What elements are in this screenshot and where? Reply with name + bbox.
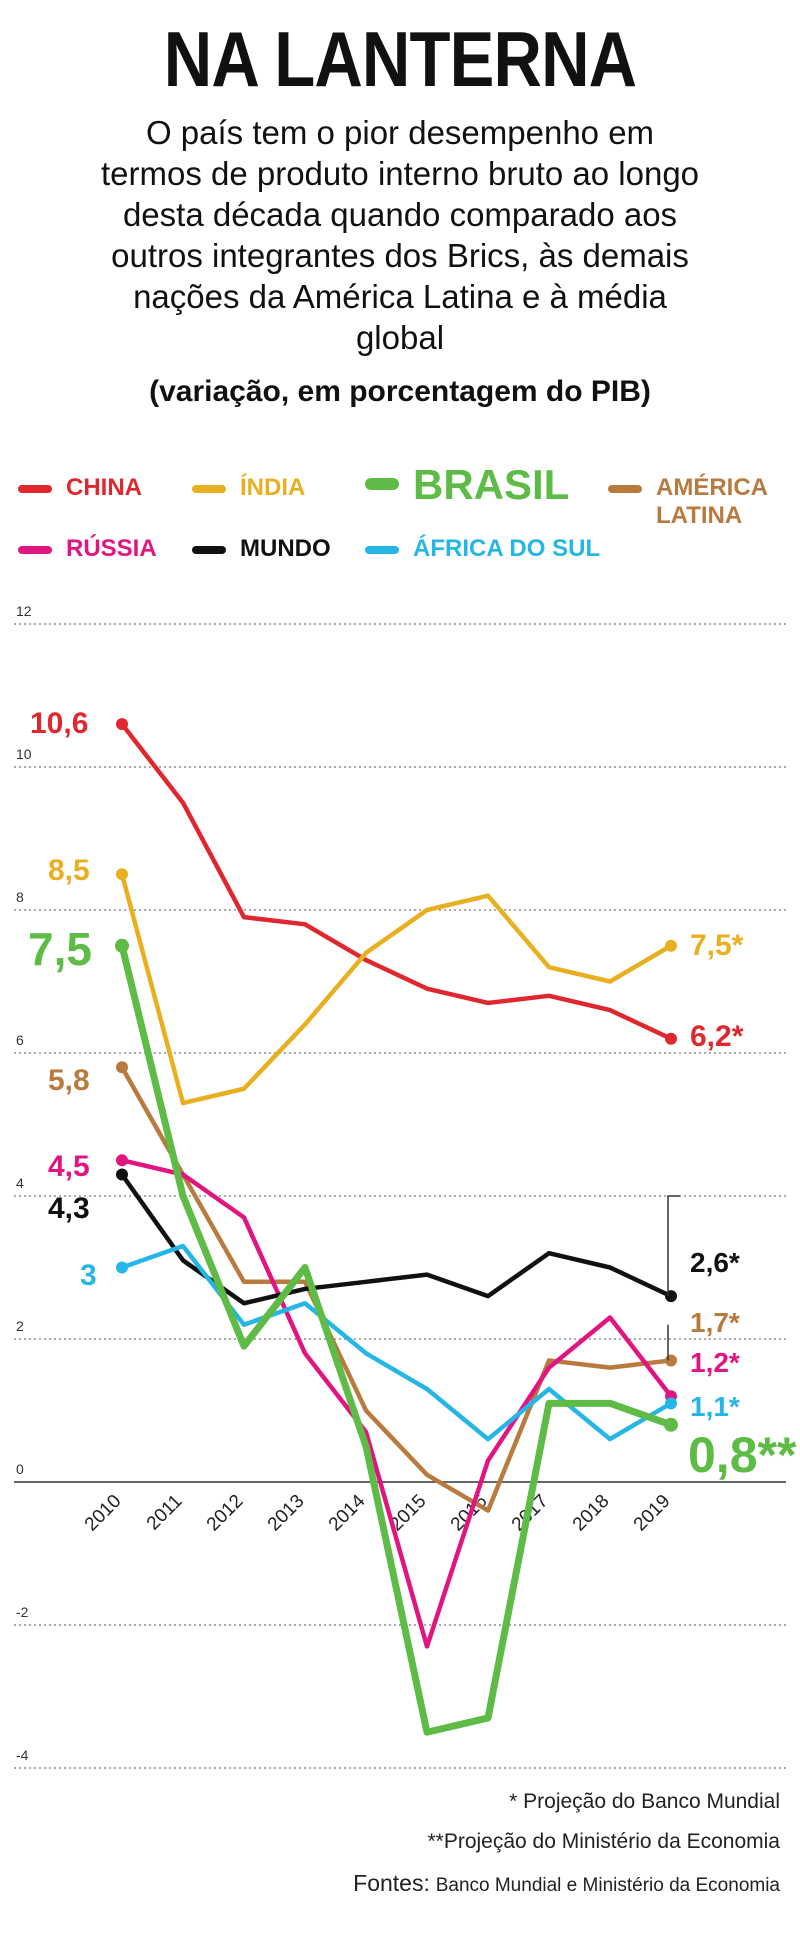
sources-line: Fontes: Banco Mundial e Ministério da Ec… [353,1870,780,1897]
legend-swatch-mundo [192,546,226,554]
legend-swatch-america-latina [608,485,642,493]
bracket-mundo [667,1195,680,1297]
end-label-china: 6,2* [690,1020,744,1053]
end-label-mundo: 2,6* [690,1247,740,1278]
sources-text: Banco Mundial e Ministério da Economia [435,1875,780,1896]
x-tick-label: 2016 [447,1491,492,1536]
x-tick-label: 2011 [143,1491,187,1535]
legend-item-china: CHINA [18,474,142,502]
start-label-america-latina: 5,8 [48,1064,90,1097]
legend-item-india: ÍNDIA [192,474,305,502]
end-label-india: 7,5* [690,929,744,962]
end-label-russia: 1,2* [690,1347,740,1378]
marker-end-russia [665,1390,677,1403]
start-label-brasil: 7,5 [28,923,92,975]
legend-label-africa-do-sul: ÁFRICA DO SUL [413,535,601,562]
series-line-africa-do-sul [119,1243,674,1442]
x-tick-label: 2015 [386,1491,431,1536]
legend-item-russia: RÚSSIA [18,535,157,563]
series-line-china [119,721,674,1041]
x-tick-label: 2018 [569,1491,614,1536]
marker-start-china [116,718,128,731]
x-tick-label: 2014 [325,1490,370,1535]
marker-start-africa-do-sul [116,1261,128,1274]
unit-label: (variação, em porcentagem do PIB) [149,375,651,408]
marker-start-russia [116,1154,128,1167]
legend-swatch-brasil [365,478,399,490]
end-label-america-latina: 1,7* [690,1307,740,1338]
x-tick-label: 2013 [264,1491,309,1536]
legend-label-russia: RÚSSIA [66,535,157,562]
chart-title: NA LANTERNA [163,15,637,103]
series-line-india [119,872,674,1106]
start-label-mundo: 4,3 [48,1192,90,1225]
marker-end-america-latina [665,1354,677,1367]
legend-label-america-latina: AMÉRICA LATINA [656,474,768,529]
legend-label-india: ÍNDIA [240,474,306,501]
marker-end-india [665,939,677,952]
y-tick-label: -4 [16,1747,29,1763]
y-tick-label: 0 [16,1461,24,1477]
end-label-brasil: 0,8** [688,1427,797,1483]
legend-label-china: CHINA [66,474,142,501]
marker-end-africa-do-sul [665,1397,677,1410]
marker-end-china [665,1032,677,1045]
series-line-russia [119,1158,674,1649]
y-tick-label: 6 [16,1032,24,1048]
start-label-china: 10,6 [30,707,88,740]
legend-swatch-russia [18,546,52,554]
marker-start-america-latina [116,1061,128,1074]
series-line-mundo [119,1172,674,1306]
legend-item-africa-do-sul: ÁFRICA DO SUL [365,535,600,563]
y-tick-label: -2 [16,1604,29,1620]
marker-end-mundo [665,1290,677,1303]
start-label-india: 8,5 [48,854,90,887]
legend-item-mundo: MUNDO [192,535,331,563]
end-label-africa-do-sul: 1,1* [690,1391,740,1422]
marker-end-brasil [664,1417,678,1432]
legend-swatch-africa-do-sul [365,546,399,554]
start-label-africa-do-sul: 3 [80,1259,97,1292]
marker-start-mundo [116,1168,128,1181]
legend-label-brasil: BRASIL [413,461,570,508]
y-tick-label: 4 [16,1175,24,1191]
legend-label-mundo: MUNDO [240,535,331,562]
x-tick-label: 2012 [203,1491,248,1536]
legend-item-america-latina: AMÉRICA LATINA [608,474,796,530]
series-line-brasil [118,942,675,1736]
legend-swatch-china [18,485,52,493]
x-tick-label: 2017 [508,1491,553,1536]
series-line-america-latina [119,1065,674,1513]
footnote-ministerio: **Projeção do Ministério da Economia [427,1830,780,1853]
x-tick-label: 2019 [630,1491,675,1536]
legend-item-brasil: BRASIL [365,461,570,508]
chart-subtitle: O país tem o pior desempenho em termos d… [100,114,700,356]
marker-start-brasil [115,938,129,953]
marker-start-india [116,868,128,881]
y-tick-label: 2 [16,1318,24,1334]
y-tick-label: 12 [16,603,32,619]
start-label-russia: 4,5 [48,1150,90,1183]
sources-label: Fontes: [353,1870,430,1896]
y-tick-label: 8 [16,889,24,905]
legend-swatch-india [192,485,226,493]
footnote-banco-mundial: * Projeção do Banco Mundial [509,1790,780,1813]
x-tick-label: 2010 [81,1491,126,1536]
y-tick-label: 10 [16,746,32,762]
